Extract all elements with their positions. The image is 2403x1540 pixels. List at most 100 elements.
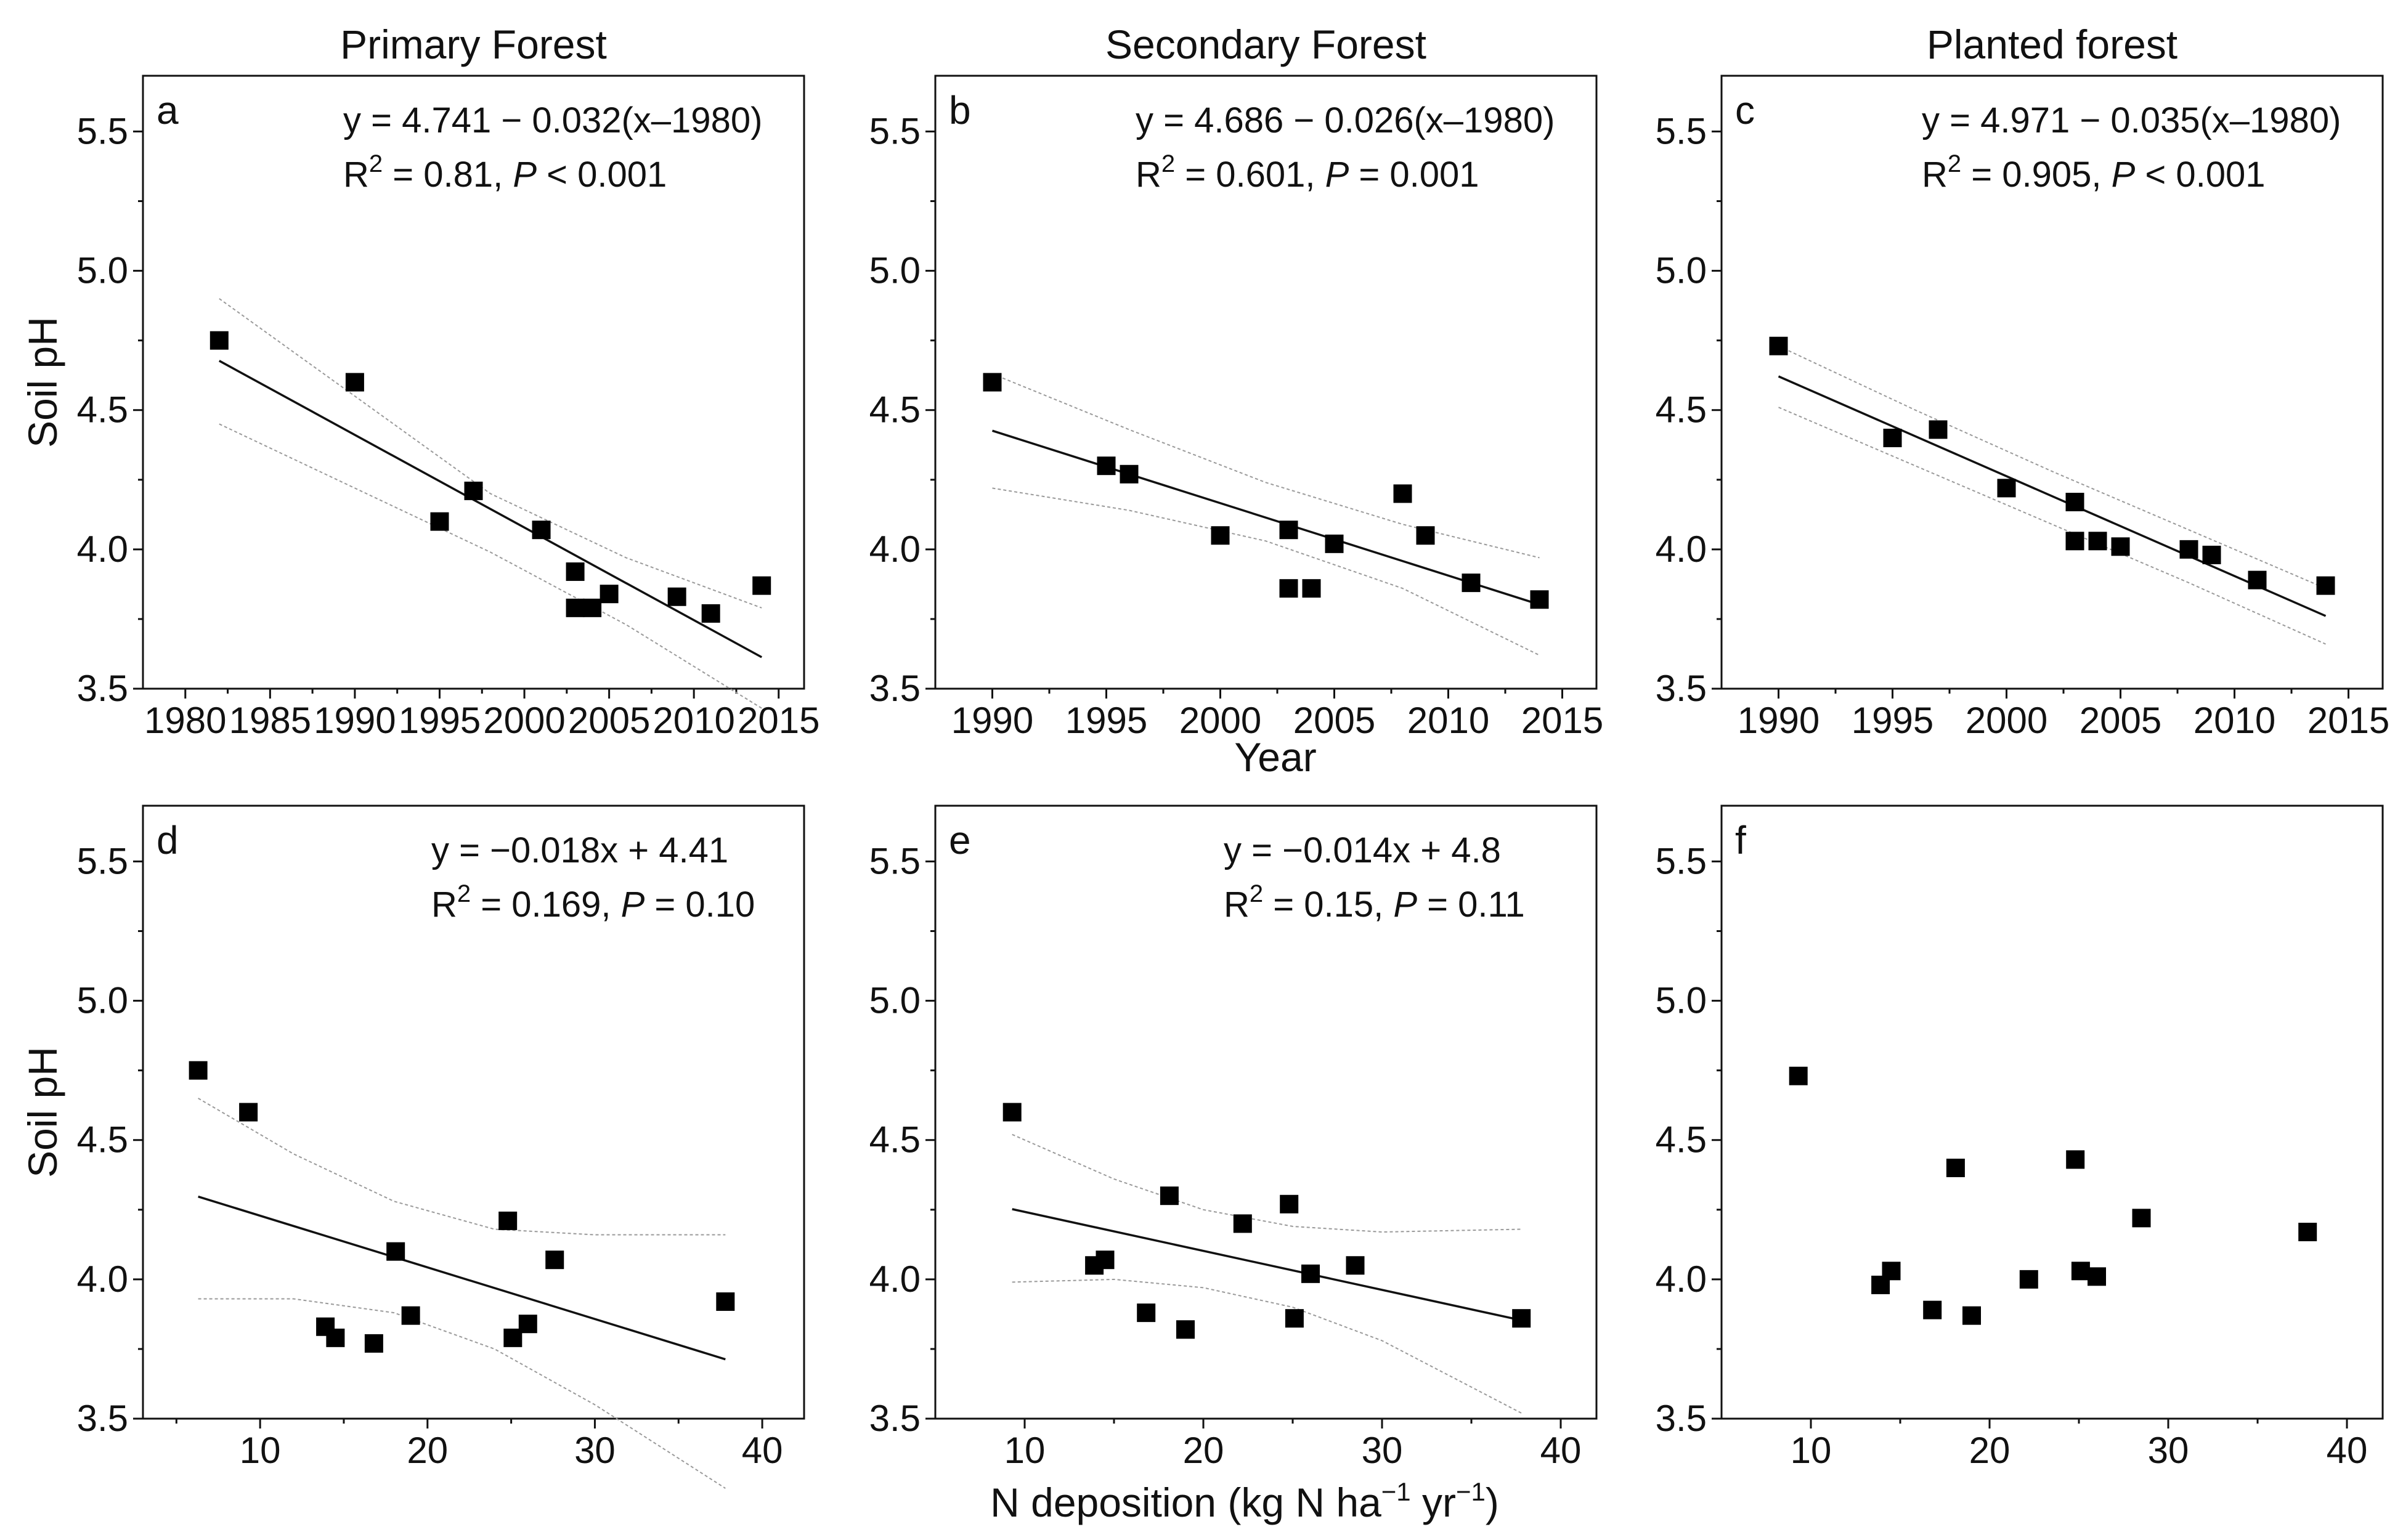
x-tick-label: 10: [1004, 1430, 1046, 1471]
data-point: [2179, 540, 2198, 559]
y-tick-label: 4.0: [1656, 529, 1707, 570]
y-tick-label: 5.5: [77, 110, 128, 152]
r2-p-line: R2 = 0.169, P = 0.10: [431, 880, 755, 925]
r2-p-line: R2 = 0.601, P = 0.001: [1136, 150, 1479, 195]
y-tick-label: 4.0: [869, 529, 921, 570]
x-tick-label: 2015: [738, 700, 819, 741]
regression-line: [991, 429, 1540, 606]
r2-p-line: R2 = 0.81, P < 0.001: [343, 150, 667, 195]
x-tick-label: 2005: [2080, 700, 2161, 741]
data-point: [1769, 336, 1788, 355]
y-tick-label: 5.5: [1656, 110, 1707, 152]
data-point: [430, 512, 449, 531]
x-tick-label: 40: [1540, 1430, 1582, 1471]
x-tick-label: 30: [2148, 1430, 2189, 1471]
data-point: [1279, 521, 1298, 540]
data-point: [1285, 1309, 1304, 1328]
y-tick-label: 3.5: [869, 668, 921, 709]
ci-lower-band: [992, 487, 1540, 656]
data-point: [1789, 1066, 1808, 1085]
panel-f: 3.5 4.0 4.5 5.0 5.5 10 20 30 40 f: [1656, 804, 2384, 1471]
data-point: [1923, 1300, 1942, 1319]
data-point: [667, 587, 686, 606]
data-point: [1176, 1320, 1195, 1339]
data-point: [2132, 1209, 2151, 1228]
plot-frame: [934, 75, 1598, 690]
panel-b: 3.5 4.0 4.5 5.0 5.5 1990 1995 2000 2005 2010 2015 S…: [869, 22, 1604, 741]
data-point: [532, 521, 551, 540]
panel-letter: d: [157, 818, 179, 862]
x-tick-label: 1980: [144, 700, 226, 741]
data-point: [600, 585, 619, 604]
data-point: [1462, 573, 1481, 593]
data-point: [1279, 579, 1298, 598]
r2-p-line: R2 = 0.15, P = 0.11: [1224, 880, 1525, 925]
regression-line: [198, 1195, 726, 1361]
y-tick-label: 5.0: [77, 980, 128, 1021]
data-point: [209, 331, 229, 350]
x-tick-label: 30: [1362, 1430, 1403, 1471]
data-point: [1997, 479, 2016, 498]
x-tick-label: 10: [240, 1430, 281, 1471]
x-title-n-deposition: N deposition (kg N ha−1 yr−1): [990, 1477, 1499, 1525]
data-point: [1002, 1103, 1022, 1122]
ci-upper-band: [219, 298, 762, 609]
data-point: [401, 1306, 420, 1325]
x-tick-label: 10: [1791, 1430, 1832, 1471]
plot-frame: [1720, 75, 2384, 690]
y-tick-label: 4.5: [869, 1119, 921, 1161]
data-point: [716, 1292, 735, 1311]
y-tick-label: 5.0: [77, 250, 128, 291]
data-point: [1962, 1306, 1981, 1325]
data-point: [2088, 532, 2107, 551]
data-point: [983, 373, 1002, 392]
panel-letter: f: [1735, 818, 1746, 862]
data-point: [2248, 570, 2267, 590]
data-point: [1512, 1309, 1531, 1328]
data-point: [545, 1250, 564, 1270]
ci-upper-band: [1012, 1133, 1522, 1233]
data-point: [345, 373, 364, 392]
y-tick-label: 4.5: [77, 1119, 128, 1161]
x-tick-label: 2010: [2194, 700, 2275, 741]
data-point: [1301, 1264, 1320, 1283]
data-point: [1211, 526, 1230, 545]
ci-lower-band: [1012, 1278, 1522, 1414]
panel-letter: a: [157, 88, 179, 132]
data-point: [1393, 484, 1412, 503]
x-tick-label: 1990: [314, 700, 396, 741]
y-tick-label: 3.5: [77, 668, 128, 709]
data-point: [701, 604, 720, 623]
x-tick-label: 2005: [568, 700, 650, 741]
x-tick-label: 40: [742, 1430, 783, 1471]
plot-frame: [142, 804, 805, 1420]
data-point: [2316, 576, 2335, 595]
data-point: [2066, 1150, 2085, 1169]
x-tick-label: 1995: [1065, 700, 1147, 741]
y-tick-label: 5.5: [869, 840, 921, 881]
data-point: [1233, 1214, 1252, 1233]
data-point: [1302, 579, 1321, 598]
x-tick-label: 2005: [1293, 700, 1375, 741]
x-tick-label: 20: [1183, 1430, 1224, 1471]
data-point: [1096, 1250, 1115, 1270]
data-point: [1280, 1194, 1299, 1214]
data-point: [2019, 1270, 2038, 1289]
data-point: [2065, 532, 2084, 551]
panel-letter: b: [949, 88, 971, 132]
data-point: [326, 1328, 345, 1347]
x-tick-label: 2000: [1179, 700, 1261, 741]
y-tick-label: 5.5: [1656, 840, 1707, 881]
panel-d: 3.5 4.0 4.5 5.0 5.5 10 20 30 40 Soil pH d y = −0.01…: [20, 804, 805, 1489]
x-tick-label: 40: [2327, 1430, 2368, 1471]
y-tick-label: 5.0: [1656, 980, 1707, 1021]
x-tick-label: 20: [1969, 1430, 2011, 1471]
equation-line: y = −0.014x + 4.8: [1224, 830, 1501, 870]
panel-title: Planted forest: [1927, 22, 2177, 67]
x-tick-label: 2000: [483, 700, 565, 741]
panel-title: Primary Forest: [340, 22, 607, 67]
y-tick-label: 4.5: [869, 389, 921, 431]
y-tick-label: 3.5: [1656, 668, 1707, 709]
x-tick-label: 30: [574, 1430, 616, 1471]
